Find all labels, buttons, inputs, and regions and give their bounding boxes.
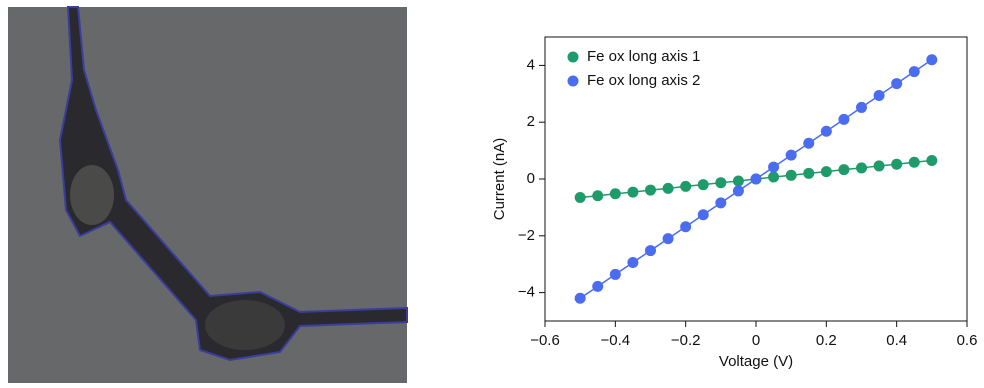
x-axis-label: Voltage (V) [719,353,793,370]
data-point [750,173,762,185]
data-point [785,169,797,181]
data-point [873,160,885,172]
data-point [592,190,604,202]
data-point [803,167,815,179]
x-tick-label: −0.6 [530,332,560,349]
data-point [926,155,938,167]
plot: −0.6 −0.4 −0.2 0 0.2 0.4 0.6 −4 −2 0 2 4 Fe ox long … [518,48,978,349]
data-point [732,185,744,197]
data-point [803,137,815,149]
data-point [838,113,850,125]
data-point [891,78,903,90]
data-point [627,186,639,198]
fiber [58,6,408,362]
x-tick-label: −0.4 [601,332,631,349]
data-point [680,221,692,233]
data-point [768,171,780,183]
data-point [891,158,903,170]
x-tick-label: −0.2 [671,332,701,349]
particle [70,165,114,225]
data-point [820,166,832,178]
x-tick-label: 0 [752,332,760,349]
data-point [697,209,709,221]
data-point [820,125,832,137]
legend-label: Fe ox long axis 1 [587,48,700,65]
y-tick-label: −2 [518,227,535,244]
micrograph [8,6,408,383]
data-point [627,256,639,268]
data-point [856,162,867,174]
data-point [856,101,867,113]
x-tick-label: 0.2 [816,332,837,349]
data-point [680,180,692,192]
x-tick-label: 0.4 [886,332,907,349]
data-point [873,90,885,102]
data-point [838,164,850,176]
data-point [768,161,780,173]
particle [205,300,285,350]
data-point [574,292,586,304]
y-tick-label: 0 [527,170,535,187]
data-point [609,188,621,200]
legend-marker [567,75,579,87]
data-point [908,156,920,168]
data-point [715,177,727,189]
data-point [645,184,656,196]
x-tick-label: 0.6 [957,332,978,349]
y-axis-label: Current (nA) [491,138,508,221]
data-point [785,149,797,161]
y-tick-label: 4 [527,56,535,73]
legend-marker [567,51,579,63]
data-point [697,179,709,191]
data-point [908,66,920,78]
data-point [645,245,656,257]
data-point [662,182,674,194]
y-tick-label: −4 [518,284,535,301]
data-point [574,191,586,203]
data-point [715,197,727,209]
legend-label: Fe ox long axis 2 [587,72,700,89]
data-point [609,268,621,280]
data-point [732,175,744,187]
data-point [662,233,674,245]
y-tick-label: 2 [527,113,535,130]
data-point [592,280,604,292]
data-point [926,54,938,66]
